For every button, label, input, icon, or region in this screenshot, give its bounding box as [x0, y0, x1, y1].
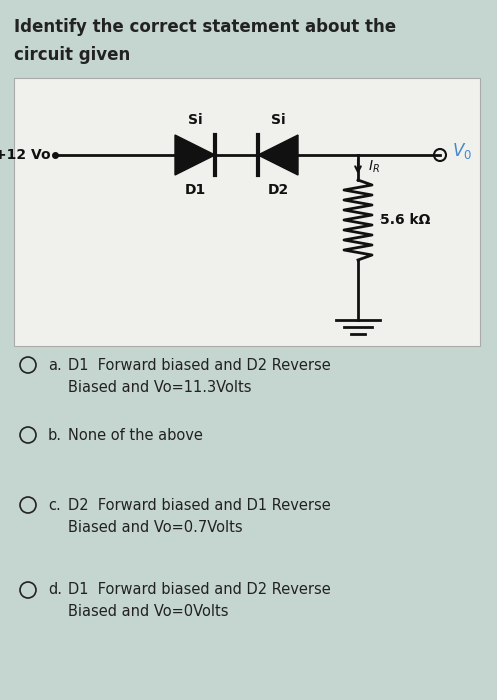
Text: Biased and Vo=0Volts: Biased and Vo=0Volts	[68, 605, 229, 620]
Text: Identify the correct statement about the: Identify the correct statement about the	[14, 18, 396, 36]
Text: b.: b.	[48, 428, 62, 442]
Text: c.: c.	[48, 498, 61, 512]
Text: a.: a.	[48, 358, 62, 372]
Text: $I_R$: $I_R$	[368, 159, 380, 175]
Text: $V_0$: $V_0$	[452, 141, 472, 161]
Text: Biased and Vo=11.3Volts: Biased and Vo=11.3Volts	[68, 379, 251, 395]
Text: Si: Si	[188, 113, 202, 127]
Polygon shape	[258, 135, 298, 175]
Text: +12 Vo: +12 Vo	[0, 148, 51, 162]
Text: D1: D1	[184, 183, 206, 197]
Text: 5.6 kΩ: 5.6 kΩ	[380, 213, 430, 227]
Text: Biased and Vo=0.7Volts: Biased and Vo=0.7Volts	[68, 519, 243, 535]
Text: d.: d.	[48, 582, 62, 598]
Text: D1  Forward biased and D2 Reverse: D1 Forward biased and D2 Reverse	[68, 358, 331, 372]
Text: D2  Forward biased and D1 Reverse: D2 Forward biased and D1 Reverse	[68, 498, 331, 512]
Text: D2: D2	[267, 183, 289, 197]
Bar	[14, 78, 480, 346]
Text: D1  Forward biased and D2 Reverse: D1 Forward biased and D2 Reverse	[68, 582, 331, 598]
Polygon shape	[175, 135, 215, 175]
Text: None of the above: None of the above	[68, 428, 203, 442]
Text: Si: Si	[271, 113, 285, 127]
Text: circuit given: circuit given	[14, 46, 130, 64]
